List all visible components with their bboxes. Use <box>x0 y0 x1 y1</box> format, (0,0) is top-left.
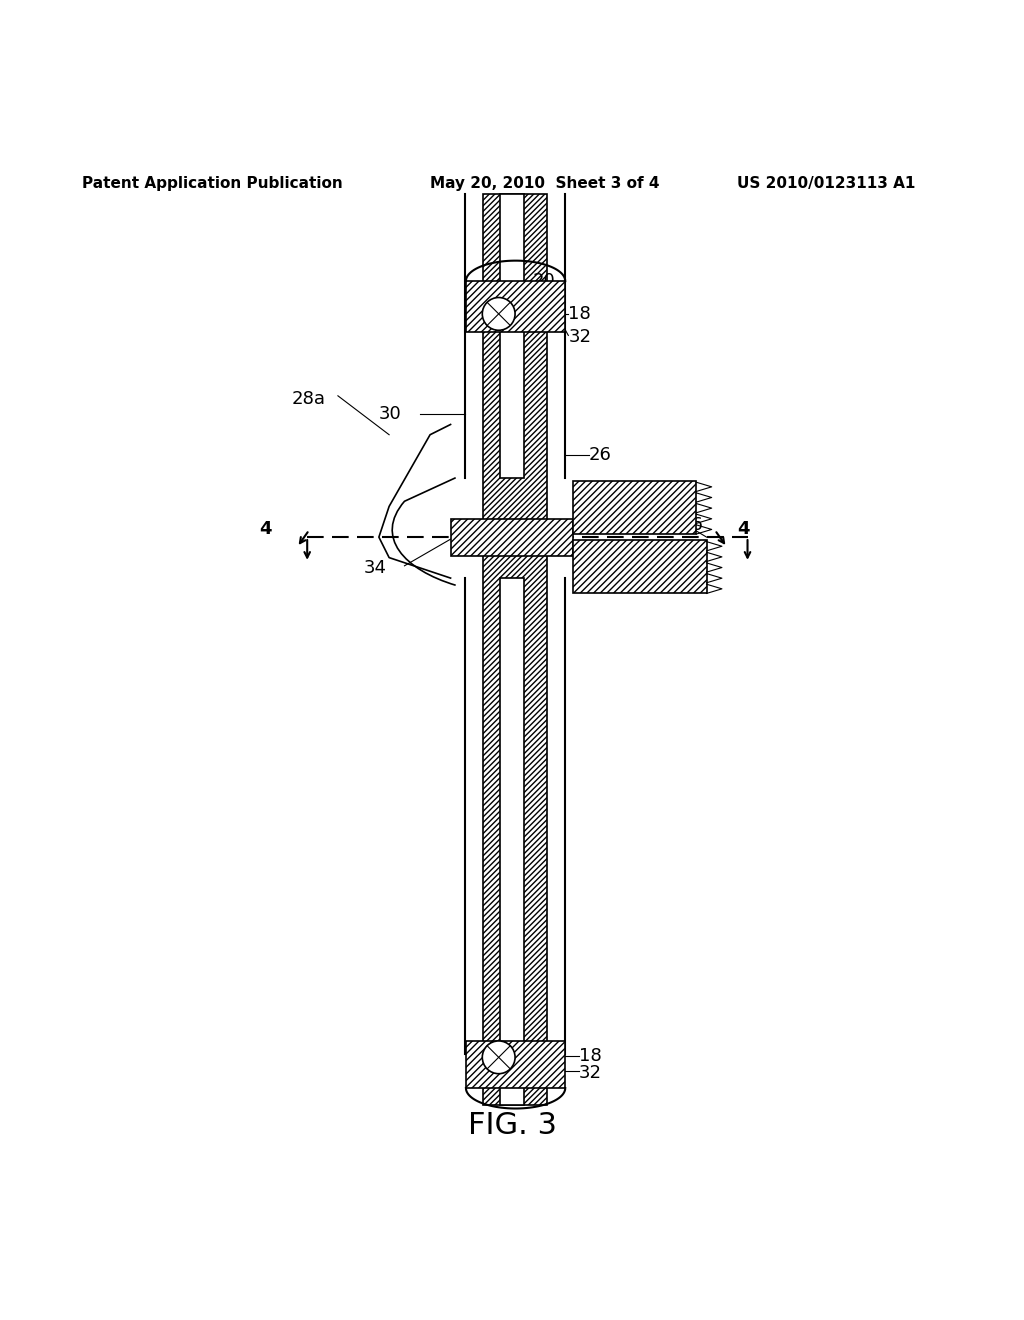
Text: 28a: 28a <box>292 389 326 408</box>
Text: FIG. 3: FIG. 3 <box>468 1111 556 1140</box>
Text: 26: 26 <box>589 446 611 465</box>
Text: 36: 36 <box>681 516 703 533</box>
Text: 30: 30 <box>379 405 401 424</box>
Text: 32: 32 <box>568 329 591 346</box>
Polygon shape <box>466 281 565 333</box>
Text: Patent Application Publication: Patent Application Publication <box>82 177 343 191</box>
Text: 4: 4 <box>737 520 750 539</box>
Text: 4: 4 <box>259 520 271 539</box>
Text: 32: 32 <box>579 1064 601 1081</box>
Text: 34: 34 <box>364 558 386 577</box>
Polygon shape <box>466 1041 565 1088</box>
Polygon shape <box>451 519 573 556</box>
Text: US 2010/0123113 A1: US 2010/0123113 A1 <box>737 177 915 191</box>
Polygon shape <box>500 578 524 1105</box>
Text: 20: 20 <box>532 272 555 290</box>
Text: 18: 18 <box>568 305 591 323</box>
Text: 18: 18 <box>579 1047 601 1065</box>
Text: May 20, 2010  Sheet 3 of 4: May 20, 2010 Sheet 3 of 4 <box>430 177 659 191</box>
Circle shape <box>482 297 515 330</box>
Polygon shape <box>483 194 547 1105</box>
Polygon shape <box>573 540 707 594</box>
Circle shape <box>482 1041 515 1073</box>
Polygon shape <box>573 480 696 535</box>
Polygon shape <box>500 194 524 478</box>
